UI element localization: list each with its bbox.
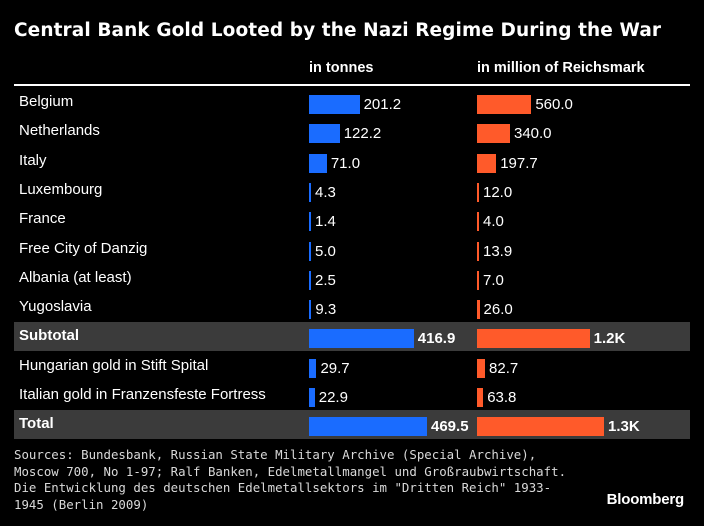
bar-tonnes (309, 329, 414, 349)
row-label: Yugoslavia (19, 298, 92, 316)
row-label: Belgium (19, 93, 74, 110)
header-divider (14, 84, 690, 86)
bar-reichsmark (477, 95, 532, 114)
value-label-tonnes: 4.3 (315, 183, 336, 201)
bar-reichsmark (477, 124, 510, 144)
row-label: Total (19, 415, 54, 433)
row-label: France (19, 210, 66, 228)
bar-tonnes (309, 182, 311, 202)
table-row: Albania (at least) 2.5 7.0 (14, 264, 690, 293)
source-note: Sources: Bundesbank, Russian State Milit… (14, 447, 567, 512)
value-label-reichsmark: 63.8 (487, 389, 517, 406)
value-label-tonnes: 9.3 (315, 301, 337, 319)
column-header-reichsmark: in million of Reichsmark (477, 60, 645, 76)
value-label-reichsmark: 12.0 (483, 183, 513, 201)
bar-tonnes (309, 300, 312, 320)
value-label-reichsmark: 26.0 (483, 301, 513, 319)
table-row: Free City of Danzig 5.0 13.9 (14, 235, 690, 264)
value-label-tonnes: 5.0 (315, 242, 336, 260)
bar-tonnes (309, 153, 327, 173)
value-label-reichsmark: 560.0 (535, 96, 573, 113)
column-header-tonnes: in tonnes (309, 60, 374, 76)
value-label-tonnes: 2.5 (315, 271, 336, 289)
value-label-reichsmark: 4.0 (483, 213, 504, 231)
total-row: Total 469.5 1.3K (14, 410, 690, 440)
chart-title: Central Bank Gold Looted by the Nazi Reg… (14, 20, 662, 41)
bar-reichsmark (477, 300, 480, 320)
table-row: Italy 71.0 197.7 (14, 147, 690, 176)
value-label-tonnes: 29.7 (320, 359, 350, 377)
row-label: Netherlands (19, 122, 100, 140)
value-label-tonnes: 122.2 (343, 125, 382, 143)
bar-tonnes (309, 212, 311, 232)
row-label: Subtotal (19, 327, 79, 345)
value-label-tonnes: 469.5 (431, 418, 469, 436)
table-row: Hungarian gold in Stift Spital 29.7 82.7 (14, 352, 690, 381)
row-label: Luxembourg (19, 180, 103, 198)
value-label-reichsmark: 82.7 (489, 359, 519, 377)
bar-reichsmark (477, 153, 497, 173)
value-label-reichsmark: 197.7 (500, 154, 538, 172)
value-label-reichsmark: 1.2K (593, 330, 626, 348)
bar-tonnes (309, 417, 427, 437)
value-label-reichsmark: 13.9 (483, 242, 513, 260)
table-row: Yugoslavia 9.3 26.0 (14, 293, 690, 322)
value-label-tonnes: 22.9 (318, 389, 348, 406)
bar-reichsmark (477, 270, 479, 290)
bar-tonnes (309, 388, 315, 407)
row-label: Albania (at least) (19, 268, 132, 286)
bar-tonnes (309, 358, 317, 378)
value-label-tonnes: 71.0 (330, 154, 361, 172)
row-label: Hungarian gold in Stift Spital (19, 356, 209, 374)
table-row: Belgium 201.2 560.0 (14, 88, 690, 117)
total-row: Subtotal 416.9 1.2K (14, 322, 690, 352)
row-label: Italian gold in Franzensfeste Fortress (19, 386, 266, 403)
table-row: Luxembourg 4.3 12.0 (14, 176, 690, 205)
bar-tonnes (309, 95, 360, 114)
row-label: Italy (19, 151, 47, 169)
row-label: Free City of Danzig (19, 239, 148, 257)
bar-reichsmark (477, 212, 479, 232)
bar-reichsmark (477, 417, 604, 437)
bar-tonnes (309, 241, 311, 261)
bar-tonnes (309, 124, 340, 144)
bar-reichsmark (477, 329, 590, 349)
value-label-reichsmark: 1.3K (608, 418, 640, 436)
bar-tonnes (309, 270, 311, 290)
value-label-reichsmark: 7.0 (483, 271, 504, 289)
bloomberg-logo: Bloomberg (606, 491, 685, 508)
bar-reichsmark (477, 241, 479, 261)
value-label-tonnes: 201.2 (363, 96, 402, 113)
table-row: Netherlands 122.2 340.0 (14, 117, 690, 146)
value-label-tonnes: 416.9 (417, 330, 456, 348)
table-row: Italian gold in Franzensfeste Fortress 22… (14, 381, 690, 410)
table-row: France 1.4 4.0 (14, 205, 690, 234)
value-label-tonnes: 1.4 (315, 213, 336, 231)
bar-reichsmark (477, 182, 479, 202)
bar-reichsmark (477, 358, 486, 378)
bar-reichsmark (477, 388, 484, 407)
value-label-reichsmark: 340.0 (513, 125, 552, 143)
